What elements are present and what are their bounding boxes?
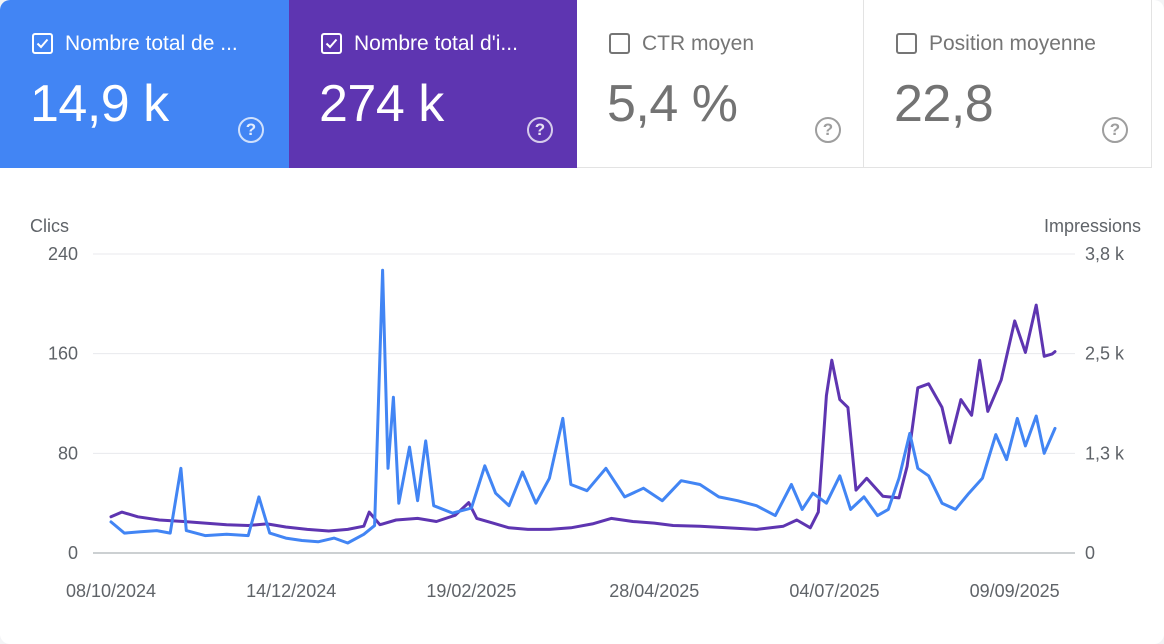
- metric-tile-position[interactable]: Position moyenne 22,8 ?: [864, 0, 1152, 168]
- impressions-value: 274 k: [319, 75, 444, 133]
- metric-tile-impressions[interactable]: Nombre total d'i... 274 k ?: [289, 0, 577, 168]
- metric-tile-ctr[interactable]: CTR moyen 5,4 % ?: [577, 0, 864, 168]
- help-icon[interactable]: ?: [527, 117, 553, 143]
- impressions-line: [109, 303, 1057, 533]
- x-tick-label: 04/07/2025: [789, 581, 879, 601]
- help-icon[interactable]: ?: [815, 117, 841, 143]
- performance-chart: Clics Impressions 240 3,8 k 160 2,5 k 80 1,3 …: [30, 216, 1141, 601]
- x-tick-label: 19/02/2025: [426, 581, 516, 601]
- impressions-checkbox[interactable]: [321, 33, 342, 54]
- y-right-tick-label: 2,5 k: [1085, 344, 1125, 364]
- ctr-label: CTR moyen: [642, 32, 755, 55]
- x-tick-label: 28/04/2025: [609, 581, 699, 601]
- y-left-tick-label: 0: [68, 543, 78, 563]
- position-checkbox[interactable]: [896, 33, 917, 54]
- clicks-checkbox[interactable]: [32, 33, 53, 54]
- metric-tiles: Nombre total de ... 14,9 k ? Nombre tota…: [0, 0, 1164, 168]
- x-tick-label: 08/10/2024: [66, 581, 156, 601]
- y-right-axis-title: Impressions: [1044, 216, 1141, 236]
- ctr-value: 5,4 %: [607, 75, 738, 133]
- check-icon: [325, 38, 338, 49]
- y-left-tick-label: 160: [48, 344, 78, 364]
- position-value: 22,8: [894, 75, 994, 133]
- x-tick-label: 14/12/2024: [246, 581, 336, 601]
- clicks-line: [109, 268, 1057, 545]
- help-icon[interactable]: ?: [1102, 117, 1128, 143]
- y-right-tick-label: 1,3 k: [1085, 443, 1125, 463]
- metric-tile-clicks[interactable]: Nombre total de ... 14,9 k ?: [0, 0, 289, 168]
- y-right-tick-label: 3,8 k: [1085, 244, 1125, 264]
- y-left-tick-label: 240: [48, 244, 78, 264]
- y-left-axis-title: Clics: [30, 216, 69, 236]
- clicks-label: Nombre total de ...: [65, 32, 238, 55]
- x-tick-label: 09/09/2025: [970, 581, 1060, 601]
- y-right-tick-label: 0: [1085, 543, 1095, 563]
- check-icon: [36, 38, 49, 49]
- position-label: Position moyenne: [929, 32, 1096, 55]
- ctr-checkbox[interactable]: [609, 33, 630, 54]
- help-icon[interactable]: ?: [238, 117, 264, 143]
- y-left-tick-label: 80: [58, 443, 78, 463]
- impressions-label: Nombre total d'i...: [354, 32, 518, 55]
- clicks-value: 14,9 k: [30, 75, 169, 133]
